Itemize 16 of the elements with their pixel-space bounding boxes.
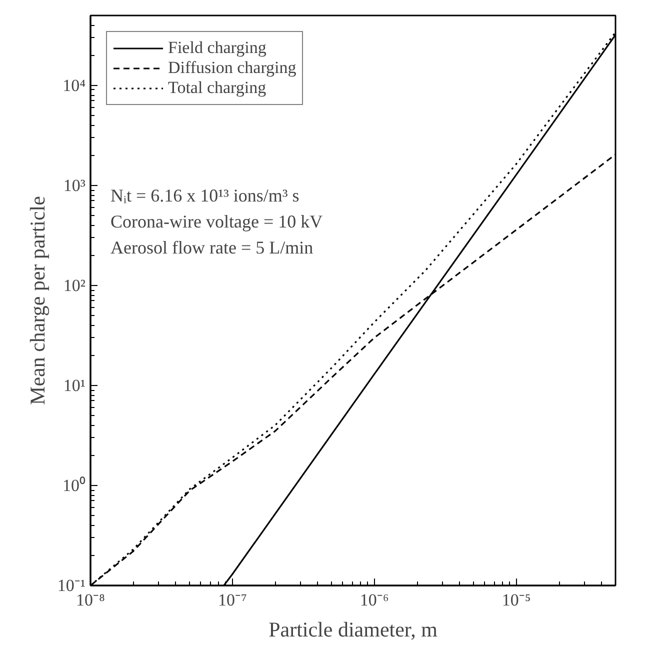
x-tick-label: 10⁻⁵ [502,590,531,610]
y-tick-label: 10⁴ [62,76,86,95]
y-axis-title: Mean charge per particle [25,196,50,405]
legend-label: Total charging [168,78,266,98]
y-tick-label: 10⁰ [62,476,86,495]
annotation: Aerosol flow rate = 5 L/min [110,238,314,258]
annotation: Corona-wire voltage = 10 kV [110,212,323,232]
x-tick-label: 10⁻⁷ [218,590,247,610]
legend-label: Field charging [168,38,266,58]
x-axis-title: Particle diameter, m [268,618,438,642]
legend-label: Diffusion charging [168,58,296,78]
y-tick-label: 10² [63,276,86,295]
x-tick-label: 10⁻⁶ [360,590,389,610]
annotation: Nᵢt = 6.16 x 10¹³ ions/m³ s [110,186,300,206]
y-tick-label: 10³ [63,176,86,195]
y-tick-label: 10¹ [63,376,86,395]
